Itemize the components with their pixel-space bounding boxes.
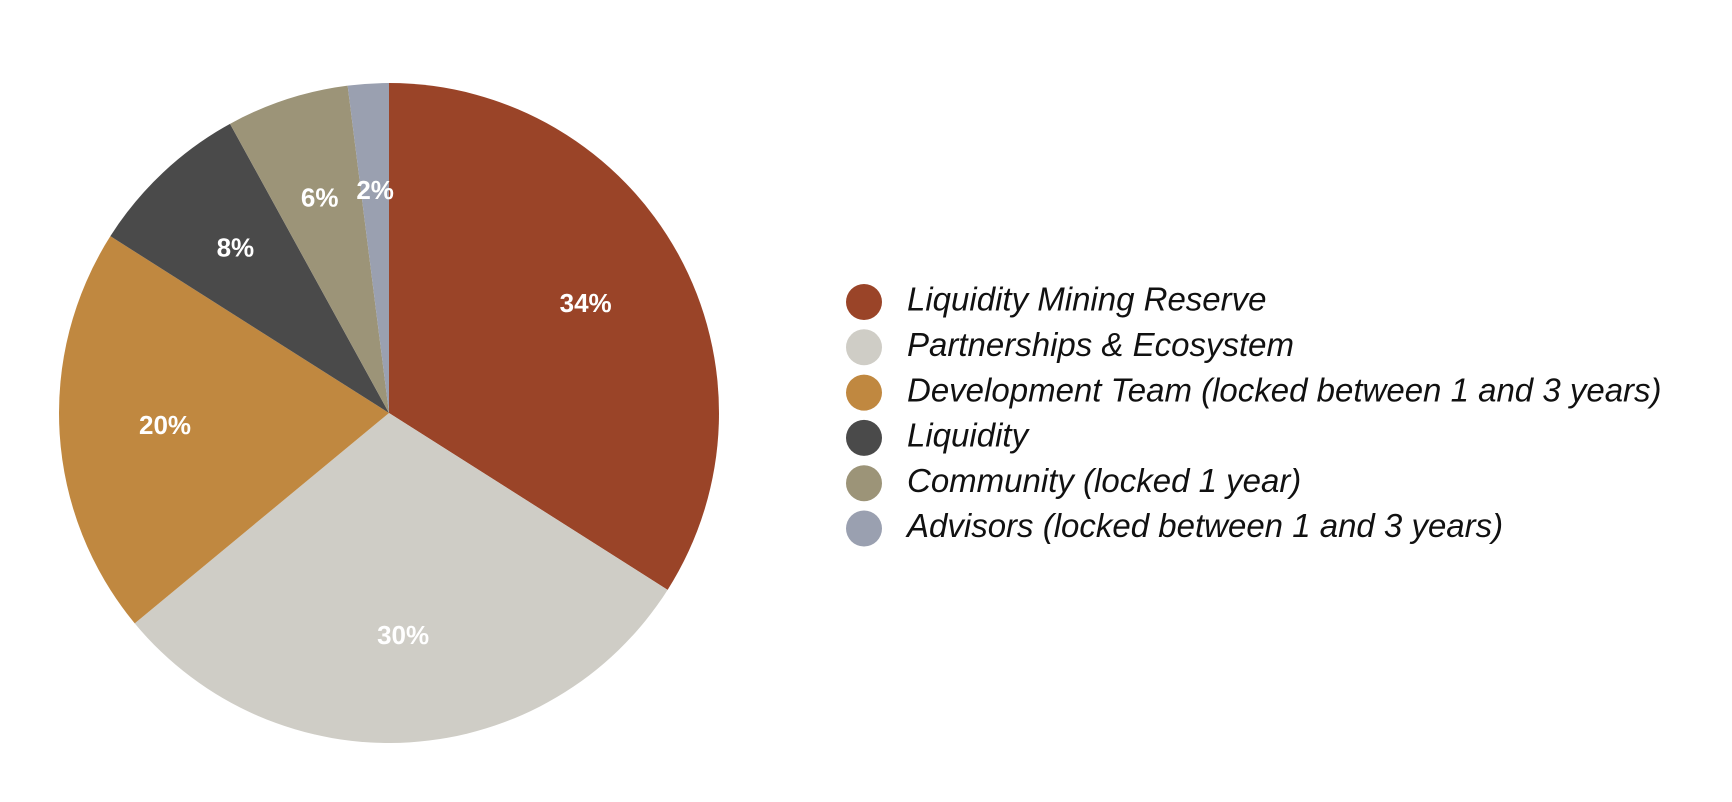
legend-label: Liquidity — [907, 417, 1031, 454]
pie-slice — [134, 413, 668, 743]
legend-swatch — [846, 329, 882, 366]
pie-slice — [59, 236, 389, 624]
legend-swatch — [846, 284, 882, 320]
value-label: 34% — [560, 288, 612, 318]
pie-slice — [230, 85, 389, 414]
legend-label: Partnerships & Ecosystem — [907, 326, 1294, 363]
pie-slice — [347, 83, 389, 413]
value-label: 6% — [301, 182, 339, 212]
legend-label: Development Team (locked between 1 and 3… — [907, 371, 1662, 408]
value-label: 30% — [377, 620, 429, 650]
legend-swatch — [846, 419, 882, 456]
pie-slice — [110, 123, 389, 414]
value-label: 20% — [139, 410, 191, 440]
legend-swatch — [846, 374, 882, 411]
legend-label: Community (locked 1 year) — [907, 462, 1301, 499]
legend-swatch — [846, 510, 882, 547]
value-label: 8% — [217, 232, 255, 262]
pie-slice — [389, 83, 719, 590]
legend-label: Advisors (locked between 1 and 3 years) — [905, 507, 1503, 544]
legend-swatch — [846, 465, 882, 502]
value-label: 2% — [356, 175, 394, 205]
legend-label: Liquidity Mining Reserve — [907, 281, 1267, 318]
